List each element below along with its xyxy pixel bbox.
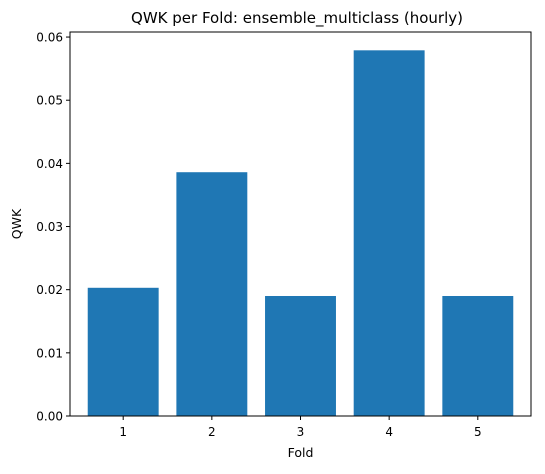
bar-fold-1 xyxy=(87,287,159,416)
bars-layer xyxy=(87,50,514,416)
y-tick-label: 0.00 xyxy=(36,410,63,424)
x-tick-label: 2 xyxy=(208,425,216,439)
bar-fold-5 xyxy=(442,296,514,416)
y-tick-label: 0.05 xyxy=(36,94,63,108)
x-tick-label: 4 xyxy=(385,425,393,439)
y-axis-label: QWK xyxy=(9,208,24,239)
x-axis-label: Fold xyxy=(288,445,314,460)
bar-fold-4 xyxy=(353,50,425,416)
y-tick-label: 0.03 xyxy=(36,220,63,234)
chart-title: QWK per Fold: ensemble_multiclass (hourl… xyxy=(131,9,463,28)
plot-frame xyxy=(69,31,532,417)
bar-fold-3 xyxy=(265,296,336,416)
x-tick-label: 3 xyxy=(297,425,305,439)
y-tick-label: 0.02 xyxy=(36,283,63,297)
y-tick-label: 0.06 xyxy=(36,31,63,45)
x-axis-ticks: 1 2 3 4 5 xyxy=(119,416,482,439)
x-tick-label: 1 xyxy=(119,425,127,439)
y-axis-ticks: 0.00 0.01 0.02 0.03 0.04 0.05 0.06 xyxy=(36,31,70,424)
y-tick-label: 0.04 xyxy=(36,157,63,171)
y-tick-label: 0.01 xyxy=(36,346,63,360)
x-tick-label: 5 xyxy=(474,425,482,439)
bar-fold-2 xyxy=(176,172,248,416)
